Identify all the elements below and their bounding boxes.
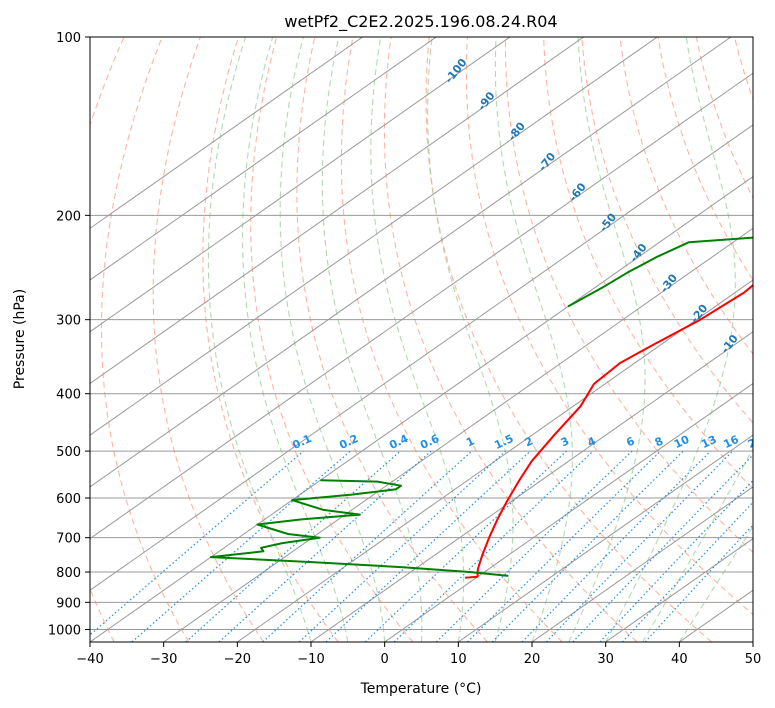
dry-adiabat-line <box>100 37 190 642</box>
dry-adiabat-line <box>152 37 264 642</box>
x-axis-ticks: −40 −30 −20 −10 0 10 20 30 40 50 <box>76 642 761 667</box>
moist-adiabat-line <box>427 37 514 642</box>
mixing-ratio-label: 16 <box>722 433 742 451</box>
mixing-ratio-label: 13 <box>699 433 718 451</box>
isotherm-line <box>458 434 753 642</box>
x-tick-label: 50 <box>745 652 762 667</box>
mixing-ratio-line <box>572 454 753 642</box>
y-tick-label: 900 <box>56 596 81 611</box>
plot-area: 0.10.20.40.611.52346810131620253036-100-… <box>90 37 766 642</box>
x-tick-label: −10 <box>297 652 324 667</box>
dry-adiabat-line <box>340 37 563 642</box>
dry-adiabat-line <box>581 37 753 424</box>
x-tick-label: −30 <box>150 652 177 667</box>
mixing-ratio-line <box>521 450 711 642</box>
mixing-ratio-label: 10 <box>672 433 692 451</box>
moist-adiabat-line <box>242 37 349 642</box>
dry-adiabat-line <box>425 37 713 642</box>
chart-title: wetPf2_C2E2.2025.196.08.24.R04 <box>284 12 557 32</box>
moist-adiabat-line <box>494 37 573 642</box>
mixing-ratio-line <box>131 450 351 642</box>
x-axis-label: Temperature (°C) <box>360 681 482 697</box>
dry-adiabat-line <box>296 37 489 642</box>
dewpoint-lower-trace <box>209 479 509 577</box>
mixing-ratio-lines <box>90 450 753 642</box>
mixing-ratio-line <box>325 450 531 642</box>
y-axis-label: Pressure (hPa) <box>12 289 28 389</box>
y-tick-label: 1000 <box>48 623 81 638</box>
dry-adiabat-line <box>504 37 753 554</box>
mixing-ratio-line <box>298 450 506 642</box>
dry-adiabat-line <box>383 37 638 642</box>
isotherm-line <box>90 72 753 540</box>
x-tick-label: 40 <box>671 652 688 667</box>
isotherm-line <box>531 486 753 642</box>
mixing-ratio-line <box>393 450 594 642</box>
sounding-traces <box>209 236 753 579</box>
x-tick-label: 0 <box>381 652 389 667</box>
moist-adiabats <box>207 37 753 642</box>
isotherm-line <box>605 537 753 642</box>
moist-adiabat-line <box>568 37 646 642</box>
isotherm-line <box>90 37 437 281</box>
plot-frame <box>89 36 754 643</box>
moist-adiabat-line <box>605 37 736 642</box>
mixing-ratio-label: 20 <box>746 433 766 451</box>
moist-adiabat-line <box>279 37 386 642</box>
dewpoint-trace <box>567 236 753 308</box>
isotherm-line <box>310 331 753 642</box>
dry-adiabat-line <box>465 37 753 616</box>
isotherm-line <box>237 279 753 642</box>
isotherm-line <box>90 37 511 333</box>
dry-adiabat-line <box>202 37 339 642</box>
isotherm-line <box>90 37 732 488</box>
isotherm-line <box>384 382 753 642</box>
mixing-ratio-line <box>491 450 684 642</box>
isotherm-line <box>90 37 584 385</box>
mixing-ratio-line <box>90 450 304 636</box>
isotherm-line <box>90 176 753 642</box>
y-tick-label: 500 <box>56 445 81 460</box>
x-tick-label: 20 <box>524 652 541 667</box>
y-tick-label: 300 <box>56 314 81 329</box>
mixing-ratio-line <box>545 450 734 642</box>
isotherm-line <box>90 37 363 229</box>
y-tick-label: 400 <box>56 388 81 403</box>
x-tick-label: −40 <box>76 652 103 667</box>
mixing-ratio-line <box>262 450 473 642</box>
dry-adiabats <box>90 37 753 642</box>
x-tick-label: 30 <box>597 652 614 667</box>
mixing-ratio-line <box>467 450 661 642</box>
moist-adiabat-line <box>321 37 423 642</box>
y-tick-label: 600 <box>56 492 81 507</box>
temperature-trace <box>465 283 753 579</box>
y-tick-label: 100 <box>56 31 81 46</box>
isotherm-line <box>90 124 753 591</box>
x-tick-label: −20 <box>224 652 251 667</box>
y-tick-label: 200 <box>56 209 81 224</box>
dry-adiabat-line <box>250 37 414 642</box>
isotherm-grid <box>90 37 753 642</box>
x-tick-label: 10 <box>450 652 467 667</box>
isotherm-line <box>90 37 658 436</box>
y-axis-ticks: 100 200 300 400 500 600 700 800 900 1000 <box>48 31 90 638</box>
y-tick-label: 700 <box>56 532 81 547</box>
moist-adiabat-line <box>370 37 465 642</box>
isobar-grid <box>90 37 753 630</box>
isotherm-line <box>163 227 753 642</box>
y-tick-label: 800 <box>56 566 81 581</box>
mixing-ratio-line <box>435 450 633 642</box>
